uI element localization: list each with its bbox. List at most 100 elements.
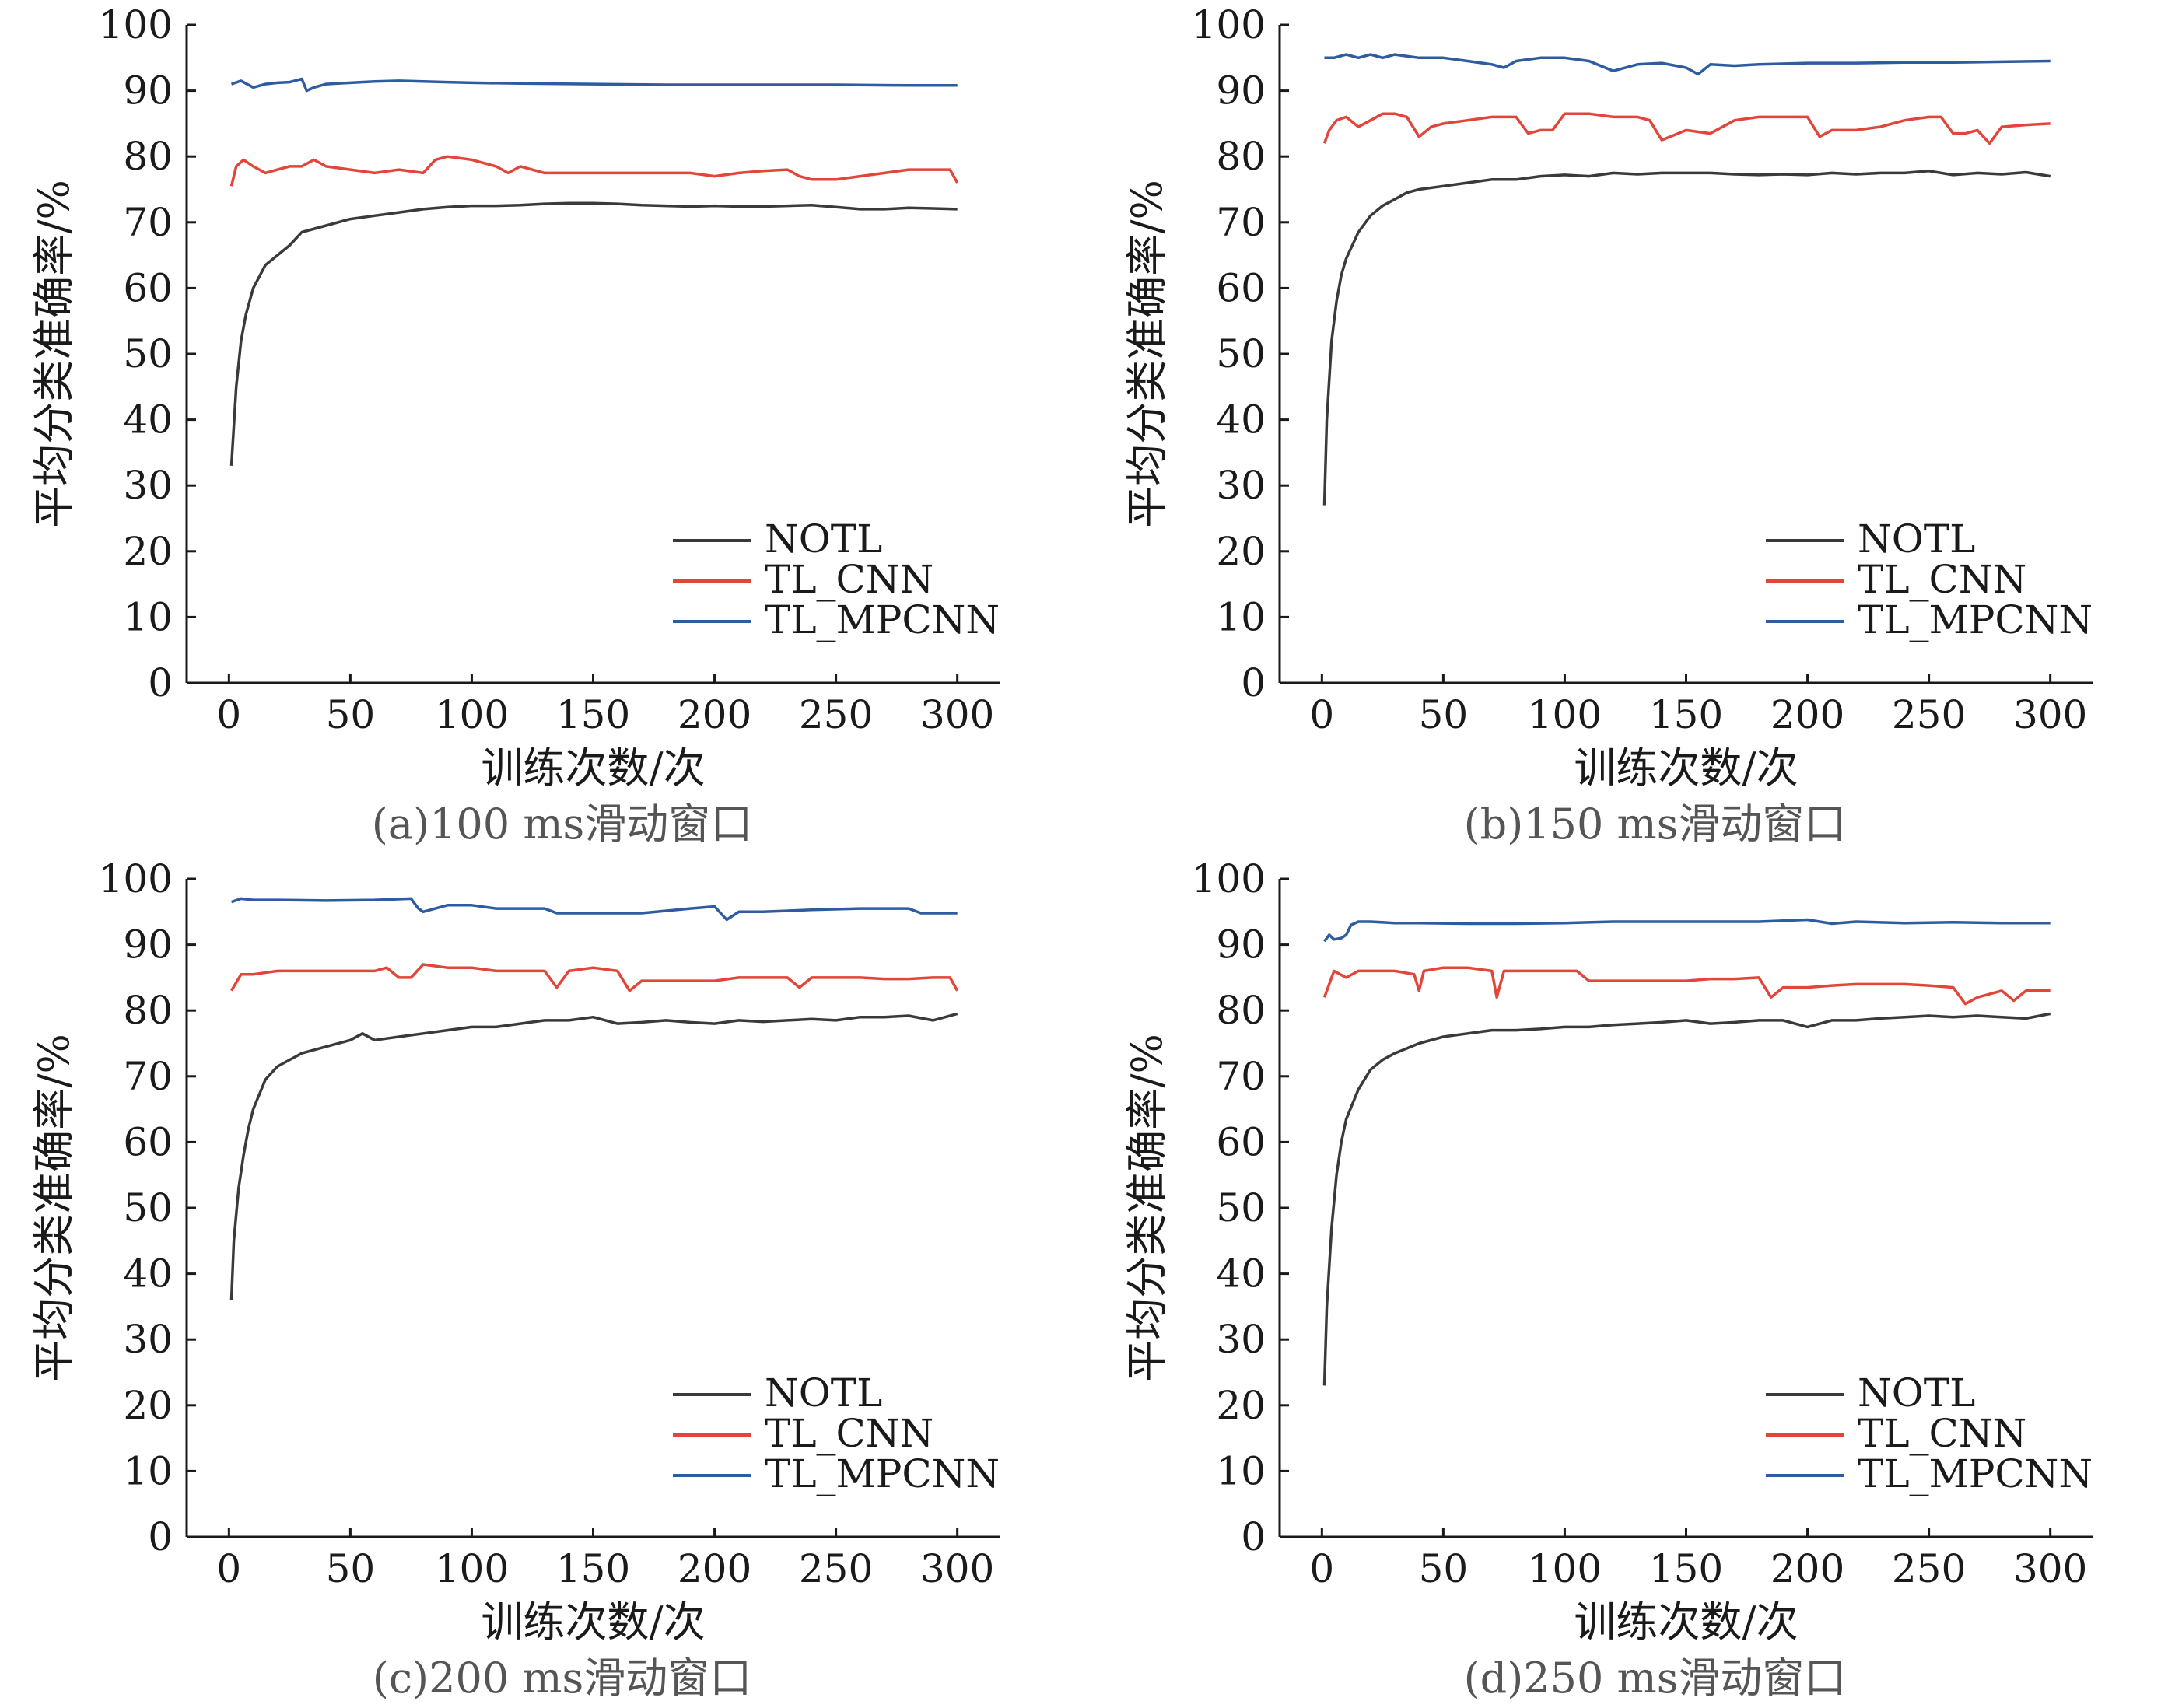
y-tick-label: 90 xyxy=(1216,68,1266,114)
y-tick-label: 70 xyxy=(123,200,173,245)
x-tick-label: 100 xyxy=(1528,692,1602,737)
x-tick-label: 250 xyxy=(1892,692,1966,737)
y-tick-label: 80 xyxy=(1216,988,1266,1033)
chart-svg: 0 10 20 30 40 50 60 70 80 90 100 0 50 100 150 200 250 300… xyxy=(1123,2,2093,849)
y-tick-label: 60 xyxy=(123,265,173,310)
legend-label: TL_MPCNN xyxy=(765,1451,1000,1496)
y-tick-label: 20 xyxy=(1216,529,1266,574)
x-tick-label: 300 xyxy=(2013,1546,2087,1591)
series-line-tl-mpcnn xyxy=(230,77,958,93)
panel-caption: (c)200 ms滑动窗口 xyxy=(373,1654,752,1703)
x-tick-label: 50 xyxy=(1419,692,1469,737)
x-tick-label: 150 xyxy=(556,692,630,737)
y-tick-label: 80 xyxy=(123,134,173,179)
y-tick-label: 50 xyxy=(1216,1185,1266,1230)
y-tick-label: 50 xyxy=(123,331,173,376)
y-tick-label: 20 xyxy=(123,1383,173,1428)
x-tick-label: 0 xyxy=(216,1546,241,1591)
x-axis-title: 训练次数/次 xyxy=(481,1598,705,1647)
y-axis-title: 平均分类准确率/% xyxy=(1123,1034,1172,1382)
y-tick-label: 80 xyxy=(123,988,173,1033)
y-tick-label: 60 xyxy=(1216,1119,1266,1164)
y-tick-label: 100 xyxy=(99,856,173,901)
chart-svg: 0 10 20 30 40 50 60 70 80 90 100 0 50 100 150 200 250 300… xyxy=(30,856,1000,1703)
y-tick-label: 40 xyxy=(123,397,173,443)
y-tick-label: 90 xyxy=(1216,922,1266,968)
series-line-tl-mpcnn xyxy=(1323,918,2051,943)
x-tick-label: 150 xyxy=(556,1546,630,1591)
x-tick-label: 200 xyxy=(1770,692,1844,737)
legend-label: TL_MPCNN xyxy=(765,597,1000,642)
legend-label: TL_CNN xyxy=(1858,557,2026,602)
y-tick-label: 30 xyxy=(1216,463,1266,508)
series-line-notl xyxy=(229,1012,958,1300)
y-tick-label: 90 xyxy=(123,68,173,114)
y-tick-label: 0 xyxy=(1241,660,1266,705)
series-line-tl-cnn xyxy=(229,963,959,992)
y-tick-label: 50 xyxy=(1216,331,1266,376)
y-tick-label: 20 xyxy=(123,529,173,574)
y-tick-label: 10 xyxy=(1216,1448,1266,1493)
y-axis-title: 平均分类准确率/% xyxy=(30,1034,79,1382)
series-line-notl xyxy=(1322,1012,2051,1386)
x-tick-label: 300 xyxy=(920,1546,994,1591)
chart-panel-b: 0 10 20 30 40 50 60 70 80 90 100 0 50 100 150 200 250 300… xyxy=(1093,0,2182,854)
series-line-tl-cnn xyxy=(1322,112,2051,145)
y-tick-label: 40 xyxy=(1216,397,1266,443)
x-tick-label: 0 xyxy=(1309,1546,1334,1591)
series-line-tl-mpcnn xyxy=(230,897,958,922)
x-tick-label: 150 xyxy=(1649,692,1723,737)
y-tick-label: 90 xyxy=(123,922,173,968)
series-line-notl xyxy=(229,201,958,466)
x-tick-label: 200 xyxy=(678,1546,751,1591)
legend-label: NOTL xyxy=(765,1370,882,1416)
y-tick-label: 60 xyxy=(1216,265,1266,310)
series-line-tl-mpcnn xyxy=(1324,53,2051,76)
chart-svg: 0 10 20 30 40 50 60 70 80 90 100 0 50 100 150 200 250 300… xyxy=(1123,856,2093,1703)
panel-caption: (b)150 ms滑动窗口 xyxy=(1464,800,1847,849)
series-line-tl-cnn xyxy=(1322,966,2051,1006)
x-tick-label: 200 xyxy=(1770,1546,1844,1591)
y-tick-label: 70 xyxy=(123,1054,173,1099)
x-tick-label: 250 xyxy=(1892,1546,1966,1591)
y-tick-label: 70 xyxy=(1216,1054,1266,1099)
y-tick-label: 80 xyxy=(1216,134,1266,179)
chart-panel-a: 0 10 20 30 40 50 60 70 80 90 100 0 50 100 150 200 250 300… xyxy=(0,0,1089,854)
series-line-notl xyxy=(1322,170,2051,506)
y-axis-title: 平均分类准确率/% xyxy=(30,180,79,528)
y-tick-label: 0 xyxy=(148,1514,173,1559)
y-tick-label: 30 xyxy=(1216,1317,1266,1362)
x-axis-title: 训练次数/次 xyxy=(481,744,705,793)
x-axis-title: 训练次数/次 xyxy=(1574,1598,1798,1647)
x-tick-label: 100 xyxy=(1528,1546,1602,1591)
legend-label: TL_CNN xyxy=(1858,1411,2026,1456)
x-tick-label: 50 xyxy=(326,692,376,737)
y-tick-label: 10 xyxy=(1216,594,1266,639)
y-tick-label: 40 xyxy=(1216,1251,1266,1297)
x-tick-label: 250 xyxy=(799,1546,873,1591)
legend-label: TL_CNN xyxy=(765,1411,933,1456)
chart-svg: 0 10 20 30 40 50 60 70 80 90 100 0 50 100 150 200 250 300… xyxy=(30,2,1000,849)
x-tick-label: 300 xyxy=(920,692,994,737)
y-axis-title: 平均分类准确率/% xyxy=(1123,180,1172,528)
x-tick-label: 50 xyxy=(326,1546,376,1591)
legend-label: NOTL xyxy=(765,516,882,562)
y-tick-label: 60 xyxy=(123,1119,173,1164)
x-tick-label: 0 xyxy=(216,692,241,737)
y-tick-label: 40 xyxy=(123,1251,173,1297)
y-tick-label: 100 xyxy=(99,2,173,47)
series-line-tl-cnn xyxy=(229,155,959,187)
y-tick-label: 10 xyxy=(123,1448,173,1493)
legend-label: NOTL xyxy=(1858,516,1975,562)
panel-caption: (d)250 ms滑动窗口 xyxy=(1464,1654,1847,1703)
x-tick-label: 0 xyxy=(1309,692,1334,737)
y-tick-label: 100 xyxy=(1192,2,1266,47)
y-tick-label: 20 xyxy=(1216,1383,1266,1428)
x-tick-label: 250 xyxy=(799,692,873,737)
y-tick-label: 100 xyxy=(1192,856,1266,901)
x-tick-label: 150 xyxy=(1649,1546,1723,1591)
panel-caption: (a)100 ms滑动窗口 xyxy=(372,800,752,849)
y-tick-label: 0 xyxy=(148,660,173,705)
y-tick-label: 30 xyxy=(123,1317,173,1362)
x-tick-label: 50 xyxy=(1419,1546,1469,1591)
